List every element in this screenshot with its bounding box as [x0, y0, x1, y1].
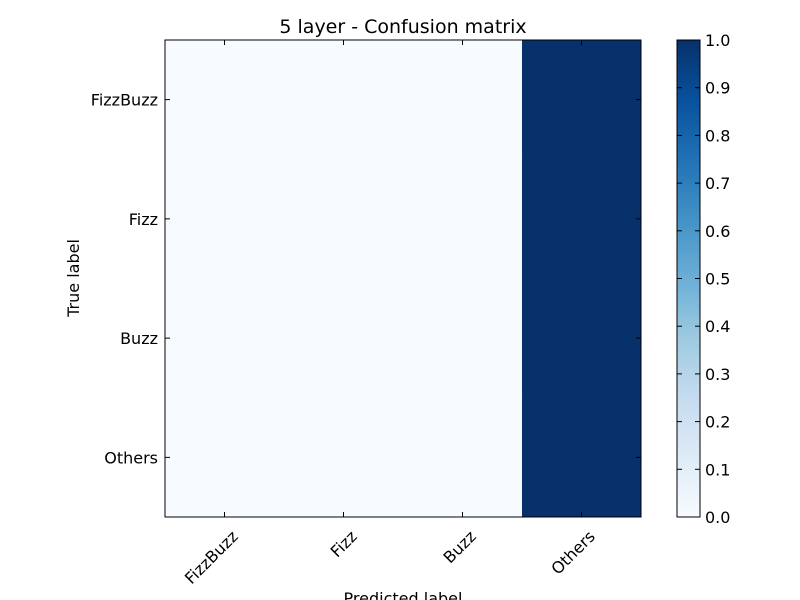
colorbar-tick-label: 0.5 [705, 270, 730, 289]
plot-frame [164, 39, 642, 518]
heatmap-cell [284, 278, 404, 399]
heatmap-cell [522, 397, 642, 518]
heatmap-cell [165, 40, 285, 160]
heatmap-cell [403, 278, 523, 399]
x-tick-labels: FizzBuzz Fizz Buzz Others [181, 527, 599, 588]
heatmap-cell [403, 159, 523, 279]
heatmap-cell [522, 40, 642, 160]
colorbar-tick-label: 0.8 [705, 126, 730, 145]
y-tick-label: Others [104, 448, 158, 467]
heatmap-cell [403, 40, 523, 160]
colorbar-tick-label: 0.1 [705, 460, 730, 479]
colorbar-tick-label: 0.4 [705, 317, 730, 336]
chart-title: 5 layer - Confusion matrix [279, 16, 526, 38]
y-tick-label: Buzz [120, 329, 158, 348]
colorbar-tick-label: 0.3 [705, 365, 730, 384]
colorbar-tick-label: 1.0 [705, 31, 730, 50]
x-tick-label: Fizz [327, 527, 361, 561]
x-tick-label: FizzBuzz [181, 527, 242, 588]
colorbar-tick-label: 0.2 [705, 413, 730, 432]
colorbar: 0.0 0.1 0.2 0.3 0.4 0.5 0.6 0.7 0.8 0.9 1.0 [676, 31, 730, 527]
heatmap-cell [284, 159, 404, 279]
axis-ticks [165, 40, 641, 517]
heatmap-cell [284, 397, 404, 518]
heatmap-cell [284, 40, 404, 160]
heatmap-cell [165, 278, 285, 399]
heatmap-cell [165, 159, 285, 279]
heatmap-cell [522, 278, 642, 399]
colorbar-tick-label: 0.6 [705, 222, 730, 241]
colorbar-tick-label: 0.7 [705, 174, 730, 193]
colorbar-tick-label: 0.9 [705, 79, 730, 98]
colorbar-ticks: 0.0 0.1 0.2 0.3 0.4 0.5 0.6 0.7 0.8 0.9 1.0 [677, 31, 730, 527]
y-axis-title: True label [64, 239, 83, 318]
colorbar-tick-label: 0.0 [705, 508, 730, 527]
heatmap-cell [522, 159, 642, 279]
y-tick-label: FizzBuzz [91, 91, 158, 110]
x-axis-title: Predicted label [344, 589, 463, 600]
heatmap-cell [165, 397, 285, 518]
heatmap-cell [403, 397, 523, 518]
y-tick-label: Fizz [129, 210, 158, 229]
x-tick-label: Others [547, 527, 598, 578]
x-tick-label: Buzz [440, 527, 480, 567]
heatmap-cells [165, 40, 642, 518]
